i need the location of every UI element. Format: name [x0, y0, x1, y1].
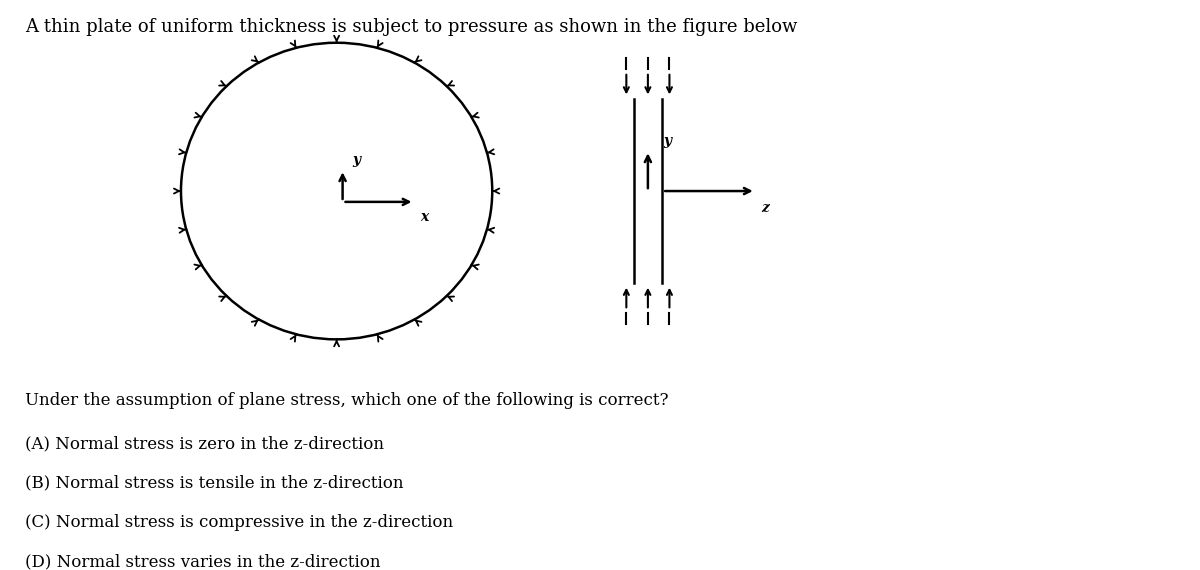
Text: Under the assumption of plane stress, which one of the following is correct?: Under the assumption of plane stress, wh… [25, 392, 668, 409]
Text: (C) Normal stress is compressive in the z-direction: (C) Normal stress is compressive in the … [25, 514, 454, 531]
Text: y: y [352, 153, 360, 166]
Text: (B) Normal stress is tensile in the z-direction: (B) Normal stress is tensile in the z-di… [25, 474, 404, 491]
Text: (A) Normal stress is zero in the z-direction: (A) Normal stress is zero in the z-direc… [25, 435, 384, 452]
Text: (D) Normal stress varies in the z-direction: (D) Normal stress varies in the z-direct… [25, 553, 380, 570]
Text: z: z [762, 201, 769, 215]
Text: x: x [420, 210, 428, 224]
Ellipse shape [181, 43, 492, 339]
Text: A thin plate of uniform thickness is subject to pressure as shown in the figure : A thin plate of uniform thickness is sub… [25, 18, 798, 36]
Text: y: y [664, 134, 672, 148]
Bar [634, 99, 662, 283]
